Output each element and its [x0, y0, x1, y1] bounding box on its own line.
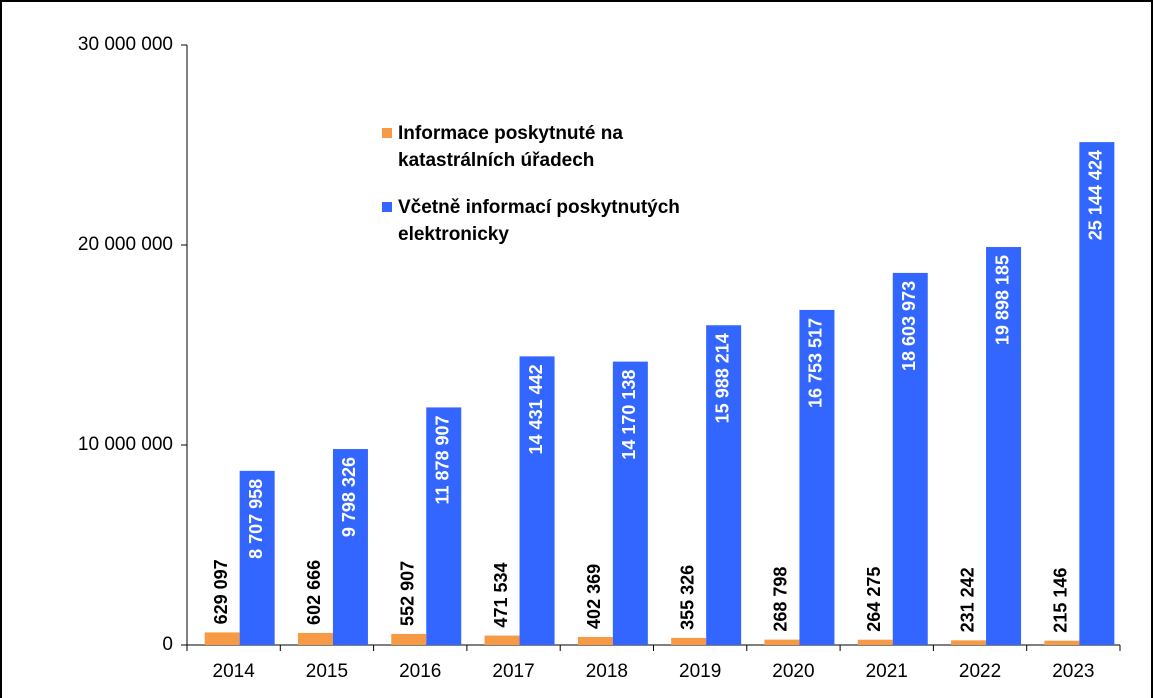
value-label: 15 988 214	[712, 333, 732, 423]
legend-item: Informace poskytnuté na katastrálních úř…	[378, 120, 708, 174]
value-label: 264 275	[864, 567, 884, 632]
bar	[986, 247, 1022, 645]
value-label: 19 898 185	[992, 255, 1012, 345]
value-label: 9 798 326	[339, 457, 359, 537]
bar	[671, 637, 707, 645]
value-label: 25 144 424	[1086, 150, 1106, 240]
x-tick-label: 2023	[1052, 661, 1094, 682]
x-tick-label: 2022	[959, 661, 1001, 682]
x-tick-label: 2019	[679, 661, 721, 682]
x-tick-label: 2020	[772, 661, 814, 682]
legend-swatch	[382, 202, 392, 212]
legend-item: Včetně informací poskytnutých elektronic…	[378, 194, 708, 248]
value-label: 14 170 138	[619, 370, 639, 460]
y-tick-label: 10 000 000	[78, 434, 173, 455]
x-tick-label: 2016	[399, 661, 441, 682]
legend-swatch	[382, 128, 392, 138]
x-tick-label: 2021	[866, 661, 908, 682]
value-label: 16 753 517	[806, 318, 826, 408]
value-label: 8 707 958	[246, 479, 266, 559]
x-tick-label: 2015	[306, 661, 348, 682]
bar	[612, 361, 648, 645]
y-tick-label: 20 000 000	[78, 234, 173, 255]
x-tick-label: 2018	[586, 661, 628, 682]
value-label: 268 798	[771, 567, 791, 632]
y-tick-label: 30 000 000	[78, 34, 173, 55]
legend-label: Informace poskytnuté na katastrálních úř…	[398, 123, 623, 171]
bar	[799, 309, 835, 645]
value-label: 602 666	[304, 560, 324, 625]
bar	[1079, 142, 1115, 646]
bar	[519, 356, 555, 645]
value-label: 18 603 973	[899, 281, 919, 371]
bar	[484, 635, 520, 645]
bar	[857, 639, 893, 645]
bar	[239, 470, 275, 645]
bar	[577, 636, 613, 645]
value-label: 215 146	[1051, 568, 1071, 633]
value-label: 231 242	[957, 567, 977, 632]
bar	[1044, 640, 1080, 645]
legend: Informace poskytnuté na katastrálních úř…	[378, 120, 708, 268]
bar	[892, 272, 928, 645]
x-tick-label: 2017	[492, 661, 534, 682]
bar	[297, 632, 333, 645]
y-tick-label: 0	[162, 634, 173, 655]
value-label: 471 534	[491, 562, 511, 627]
bar	[332, 449, 368, 645]
value-label: 552 907	[398, 561, 418, 626]
value-label: 629 097	[211, 559, 231, 624]
bar	[391, 633, 427, 645]
x-tick-label: 2014	[213, 661, 256, 682]
value-label: 402 369	[584, 564, 604, 629]
bar	[951, 640, 987, 645]
bar	[426, 407, 462, 645]
value-label: 355 326	[677, 565, 697, 630]
legend-label: Včetně informací poskytnutých elektronic…	[398, 197, 680, 245]
bar	[204, 632, 240, 645]
value-label: 11 878 907	[433, 415, 453, 504]
bar	[706, 325, 742, 645]
bar	[764, 639, 800, 645]
value-label: 14 431 442	[526, 364, 546, 454]
